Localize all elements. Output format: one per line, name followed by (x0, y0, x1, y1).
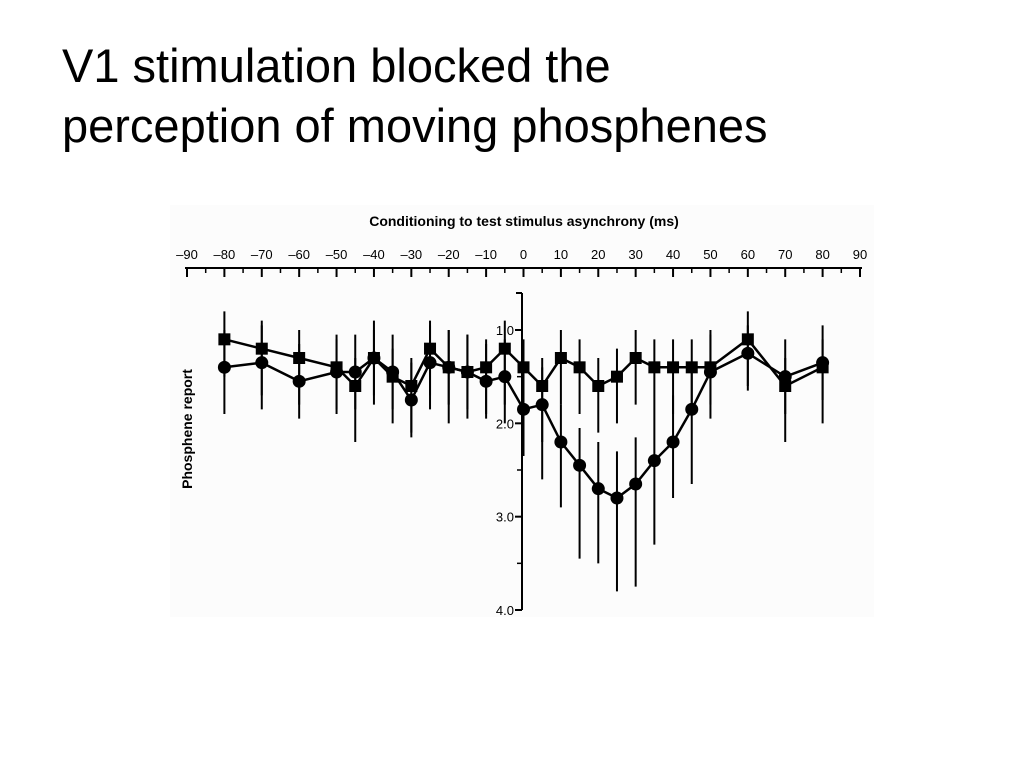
circle-point (479, 374, 493, 388)
x-tick-label: 60 (741, 247, 755, 262)
y-tick-label: 3.0 (496, 510, 514, 525)
slide-title-line-1: V1 stimulation blocked the (62, 39, 611, 92)
x-tick-label: 30 (628, 247, 642, 262)
x-tick-label: 80 (815, 247, 829, 262)
slide-title-line-2: perception of moving phosphenes (62, 99, 768, 152)
x-tick-label: –90 (176, 247, 198, 262)
x-tick-label: 40 (666, 247, 680, 262)
circle-point (703, 365, 717, 379)
x-tick-label: –40 (363, 247, 385, 262)
circle-point (573, 458, 587, 472)
square-point (592, 380, 605, 392)
circle-point (647, 454, 661, 468)
circle-point (498, 370, 512, 384)
circle-point (217, 360, 231, 374)
circle-point (591, 482, 605, 496)
circle-point (741, 346, 755, 360)
square-point (629, 352, 642, 364)
circle-point (292, 374, 306, 388)
x-tick-label: 90 (853, 247, 867, 262)
x-tick-label: –80 (214, 247, 236, 262)
square-point (648, 361, 661, 374)
circle-point (330, 365, 344, 379)
phosphene-chart: Conditioning to test stimulus asynchrony… (170, 205, 874, 617)
x-tick-label: –20 (438, 247, 460, 262)
y-axis-label: Phosphene report (179, 369, 195, 489)
x-tick-label: –50 (326, 247, 348, 262)
x-tick-label: 0 (520, 247, 527, 262)
circle-point (666, 435, 680, 449)
x-axis: –90 –80 –70 –60 –50 –40 –30 –20 –10 0 10 20 30 40 50 60… (176, 247, 867, 277)
y-tick-label: 2.0 (496, 416, 514, 431)
x-tick-label: 10 (554, 247, 568, 262)
circle-point (386, 365, 400, 379)
x-axis-label: Conditioning to test stimulus asynchrony… (369, 213, 679, 229)
circle-point (442, 360, 456, 374)
circle-point (685, 402, 699, 416)
square-point (573, 361, 586, 374)
x-tick-label: 50 (703, 247, 717, 262)
x-tick-label: –10 (475, 247, 497, 262)
square-point (610, 370, 623, 383)
circle-point (778, 370, 792, 384)
circle-point (554, 435, 568, 449)
plot-series (217, 311, 830, 592)
circle-point (348, 365, 362, 379)
square-point (554, 352, 567, 364)
x-tick-label: 20 (591, 247, 605, 262)
circle-point (460, 365, 474, 379)
square-point (667, 361, 680, 374)
x-tick-label: –70 (251, 247, 273, 262)
x-tick-label: 70 (778, 247, 792, 262)
slide-title: V1 stimulation blocked the perception of… (62, 36, 982, 156)
x-tick-label: –60 (288, 247, 310, 262)
circle-point (423, 356, 437, 370)
x-tick-label: –30 (400, 247, 422, 262)
circle-point (404, 393, 418, 407)
circle-point (816, 356, 830, 370)
circle-point (255, 356, 269, 370)
circle-point (535, 398, 549, 412)
y-tick-label: 4.0 (496, 603, 514, 617)
series-circle (217, 320, 830, 592)
circle-point (367, 351, 381, 365)
circle-point (517, 402, 530, 416)
circle-point (610, 491, 624, 505)
square-point (517, 361, 530, 374)
circle-point (629, 477, 643, 491)
